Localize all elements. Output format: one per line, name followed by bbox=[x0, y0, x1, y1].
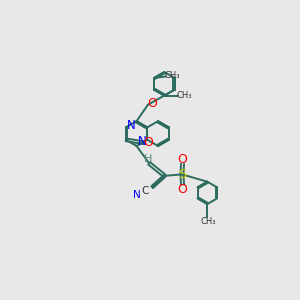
Text: O: O bbox=[147, 97, 157, 110]
Text: CH₃: CH₃ bbox=[177, 91, 192, 100]
Text: O: O bbox=[178, 183, 188, 196]
Text: H: H bbox=[143, 154, 152, 164]
Text: O: O bbox=[178, 153, 188, 166]
Text: N: N bbox=[133, 190, 140, 200]
Text: N: N bbox=[138, 135, 146, 148]
Text: N: N bbox=[127, 119, 136, 132]
Text: S: S bbox=[178, 168, 186, 181]
Text: C: C bbox=[141, 186, 148, 196]
Text: CH₃: CH₃ bbox=[165, 71, 180, 80]
Text: O: O bbox=[144, 136, 153, 149]
Text: CH₃: CH₃ bbox=[200, 217, 216, 226]
